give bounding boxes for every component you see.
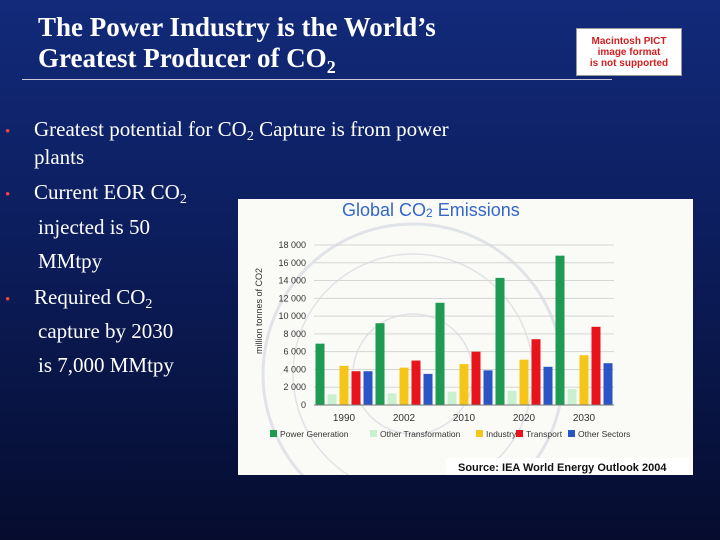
bar (483, 370, 493, 405)
y-tick-label: 6 000 (283, 347, 306, 357)
title-line-2-main: Greatest Producer of CO (38, 43, 327, 73)
source-box (446, 458, 689, 475)
title-underline (22, 79, 612, 80)
bar (603, 363, 613, 405)
placeholder-line-1: Macintosh PICT (591, 36, 667, 47)
legend-label: Other Sectors (578, 429, 630, 439)
y-tick-label: 10 000 (278, 311, 306, 321)
bar (579, 355, 589, 405)
bar (555, 255, 565, 405)
bullet-2-cont-2: MMtpy (38, 249, 103, 273)
bullet-marker-1: • (5, 124, 11, 140)
y-tick-label: 12 000 (278, 293, 306, 303)
bar (363, 371, 373, 405)
bar (375, 323, 385, 405)
bar (447, 391, 457, 405)
y-tick-label: 2 000 (283, 382, 306, 392)
emissions-chart: 0 2 000 4 000 6 000 8 000 10 000 12 000 14 000 1… (254, 222, 689, 526)
bullet-2-cont-1: injected is 50 (38, 215, 150, 239)
legend-swatch (516, 430, 523, 437)
chart-panel: 0 2 000 4 000 6 000 8 000 10 000 12 000 14 000 1… (238, 199, 693, 526)
y-tick-labels: 0 2 000 4 000 6 000 8 000 10 000 12 000 14 000 1… (278, 240, 306, 410)
bar-series (315, 255, 613, 405)
bar (315, 343, 325, 405)
bar (351, 371, 361, 405)
y-axis-label: million tonnes of CO2 (254, 268, 264, 354)
bar (507, 390, 517, 405)
legend-label: Power Generation (280, 429, 349, 439)
bar (543, 366, 553, 405)
placeholder-line-2: image format (597, 47, 661, 58)
y-tick-label: 8 000 (283, 329, 306, 339)
y-tick-label: 4 000 (283, 364, 306, 374)
bar (411, 360, 421, 405)
chart-title: Global CO2 Emissions (342, 200, 520, 220)
bullet-1-cont: plants (34, 145, 85, 169)
bar (459, 364, 469, 405)
legend-swatch (270, 430, 277, 437)
bar (435, 302, 445, 405)
bar (471, 351, 481, 405)
legend-label: Industry (486, 429, 517, 439)
legend-swatch (568, 430, 575, 437)
title-subscript: 2 (326, 57, 336, 77)
y-tick-label: 16 000 (278, 258, 306, 268)
bullet-3-cont-2: is 7,000 MMtpy (38, 353, 174, 377)
x-tick-label: 2020 (513, 413, 536, 424)
bullet-3-cont-1: capture by 2030 (38, 319, 174, 343)
title-line-1: The Power Industry is the World’s (38, 12, 436, 42)
x-tick-label: 2010 (453, 413, 476, 424)
bullet-3: Required CO2 (34, 285, 153, 312)
bullet-marker-3: • (5, 292, 11, 308)
bullet-2: Current EOR CO2 (34, 180, 187, 207)
bar (423, 373, 433, 405)
bar (327, 394, 337, 405)
y-tick-label: 18 000 (278, 240, 306, 250)
legend-label: Other Transformation (380, 429, 461, 439)
x-tick-label: 2030 (573, 413, 596, 424)
legend-swatch (476, 430, 483, 437)
legend-swatch (370, 430, 377, 437)
bullet-1: Greatest potential for CO2 Capture is fr… (34, 117, 449, 144)
bar (339, 365, 349, 405)
bullet-marker-2: • (5, 187, 11, 203)
x-tick-labels: 1990 2002 2010 2020 2030 (333, 413, 596, 424)
bar (591, 326, 601, 405)
bar (387, 393, 397, 405)
chart-legend: Power Generation Other Transformation Indu… (270, 429, 630, 439)
chart-source: Source: IEA World Energy Outlook 2004 (458, 462, 667, 474)
bar (495, 277, 505, 405)
y-tick-label: 14 000 (278, 276, 306, 286)
x-tick-label: 2002 (393, 413, 416, 424)
bar (531, 339, 541, 405)
bar (399, 367, 409, 405)
bar (567, 389, 577, 405)
legend-label: Transport (526, 429, 563, 439)
title-line-2: Greatest Producer of CO2 (38, 43, 336, 77)
bar (519, 359, 529, 405)
slide-title: The Power Industry is the World’s Greate… (38, 12, 558, 77)
y-tick-label: 0 (301, 400, 306, 410)
unsupported-image-placeholder: Macintosh PICT image format is not suppo… (576, 28, 682, 76)
x-tick-label: 1990 (333, 413, 356, 424)
placeholder-line-3: is not supported (589, 58, 669, 69)
